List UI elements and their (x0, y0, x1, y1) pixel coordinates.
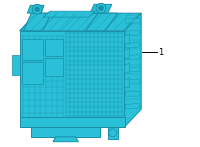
Polygon shape (125, 13, 141, 127)
Circle shape (32, 4, 42, 14)
Polygon shape (125, 34, 129, 44)
Polygon shape (12, 55, 20, 75)
Polygon shape (85, 13, 118, 31)
Polygon shape (23, 13, 51, 31)
Polygon shape (20, 13, 141, 31)
Circle shape (109, 129, 117, 137)
Polygon shape (90, 4, 112, 13)
Polygon shape (126, 30, 139, 35)
Polygon shape (45, 39, 63, 56)
Polygon shape (45, 58, 63, 76)
Circle shape (35, 7, 40, 12)
Polygon shape (126, 103, 139, 108)
Circle shape (96, 3, 106, 13)
Polygon shape (31, 127, 100, 137)
Circle shape (99, 6, 103, 11)
Polygon shape (20, 117, 125, 127)
Polygon shape (125, 63, 129, 73)
Polygon shape (126, 91, 139, 96)
Polygon shape (22, 39, 43, 60)
Polygon shape (43, 11, 95, 17)
Polygon shape (27, 5, 44, 13)
Polygon shape (125, 78, 129, 88)
Polygon shape (108, 127, 118, 139)
Polygon shape (126, 42, 139, 47)
Polygon shape (126, 18, 139, 23)
Polygon shape (126, 79, 139, 84)
Polygon shape (53, 137, 78, 142)
Polygon shape (20, 31, 125, 127)
Polygon shape (22, 62, 43, 84)
Polygon shape (126, 55, 139, 60)
Text: 1: 1 (158, 48, 163, 57)
Polygon shape (126, 67, 139, 72)
Polygon shape (125, 49, 129, 58)
